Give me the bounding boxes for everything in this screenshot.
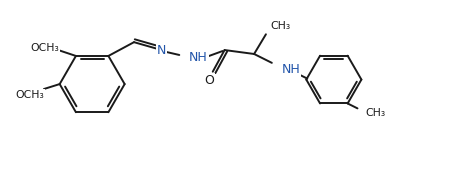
Text: CH₃: CH₃ — [365, 108, 386, 118]
Text: O: O — [204, 74, 214, 87]
Text: OCH₃: OCH₃ — [30, 43, 59, 53]
Text: N: N — [157, 43, 166, 57]
Text: NH: NH — [282, 63, 300, 76]
Text: NH: NH — [189, 51, 208, 64]
Text: CH₃: CH₃ — [271, 21, 291, 32]
Text: OCH₃: OCH₃ — [16, 90, 44, 100]
